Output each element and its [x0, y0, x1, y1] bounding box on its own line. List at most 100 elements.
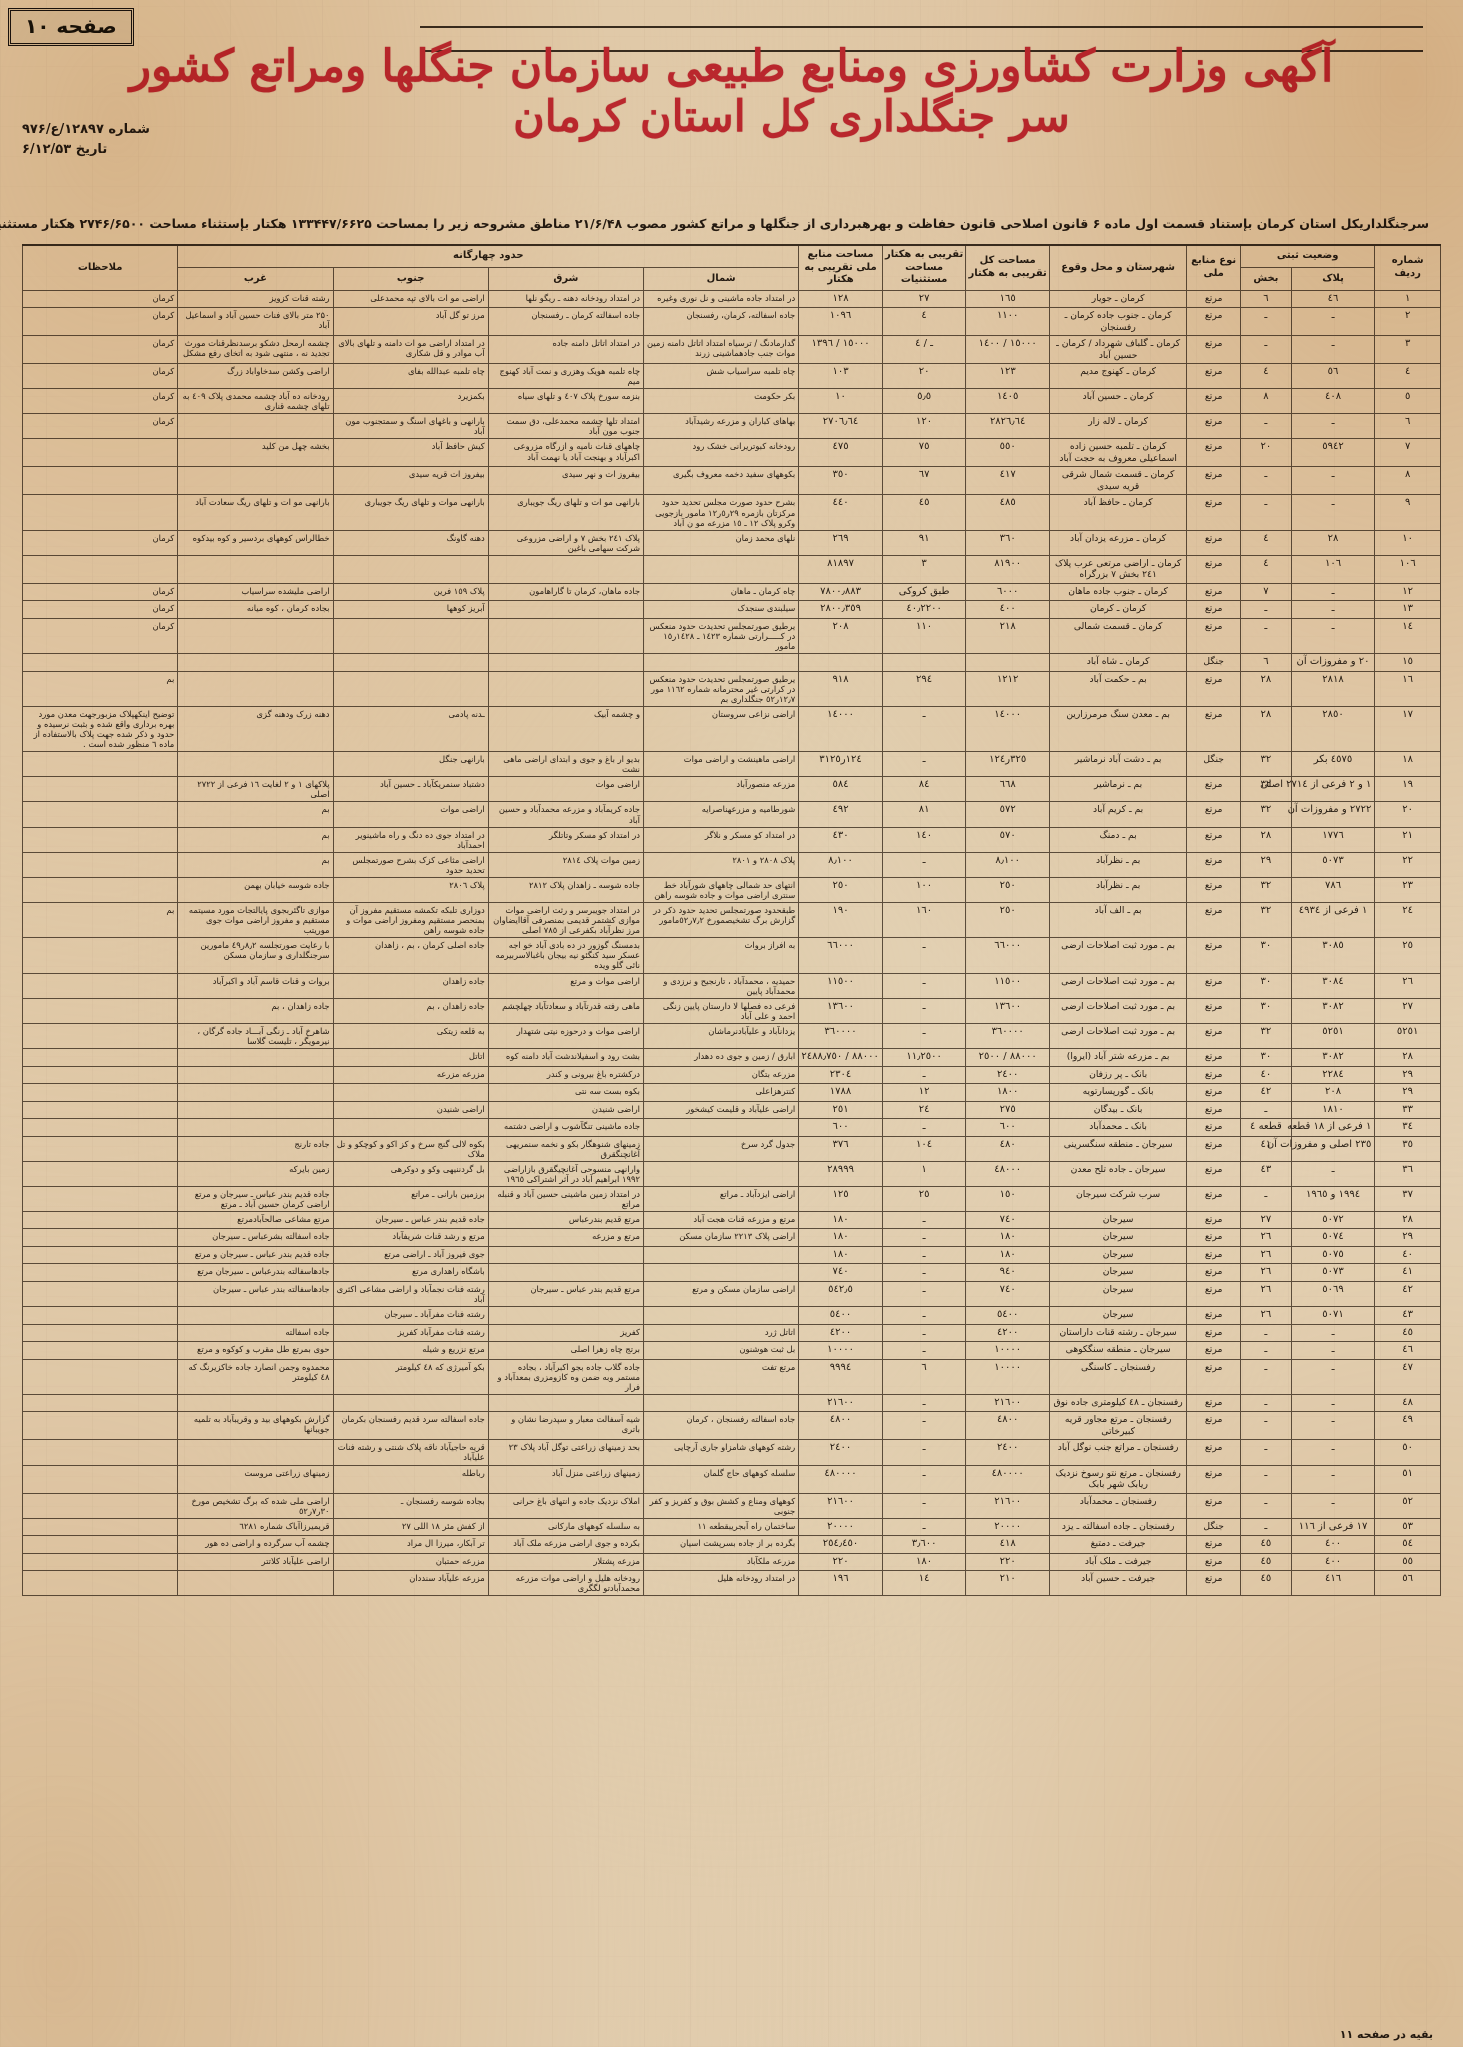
th-remarks: ملاحظات — [21, 244, 179, 291]
cell-exempt-area: ـ — [881, 1411, 967, 1441]
cell-north: حمیدیه ، محمدآباد ، تارنجیح و نرزدی و مح… — [642, 972, 800, 999]
cell-west: محمدوه وجمن انصارد جاده خاکزیرنگ که ٤٨ ک… — [177, 1358, 334, 1395]
cell-resource-type: مرتع — [1186, 1118, 1242, 1137]
cell-east: در امتداد رودخانه دهنه ـ ریگو نلها — [487, 289, 645, 308]
cell-remarks: کرمان — [21, 289, 179, 308]
cell-plaque: ٤٦ — [1290, 289, 1376, 308]
cell-plaque: ۲۰ و مفروزات آن — [1290, 653, 1376, 672]
cell-exempt-area: ـ — [881, 1323, 967, 1343]
cell-total-area: ٢١٠ — [965, 1570, 1050, 1597]
cell-resource-type: مرتع — [1186, 972, 1242, 999]
cell-plaque: ٥٠٦٩ — [1290, 1280, 1376, 1308]
cell-north: به افراز بروات — [642, 937, 800, 974]
cell-south: بارانهی موات و تلهای ریگ جویباری — [332, 494, 489, 531]
cell-remarks — [21, 1048, 179, 1067]
cell-district: ٤٥ — [1240, 1535, 1292, 1554]
cell-national-resource-area: ٢٤٠٠ — [798, 1439, 883, 1466]
cell-resource-type: مرتع — [1186, 997, 1242, 1024]
table-row: ٢٠ ٢٧٢٢ و مفروزات آن ٣٢ مرتع بم ـ کریم آباد ٥… — [21, 801, 1441, 828]
cell-resource-type: مرتع — [1186, 1065, 1242, 1085]
cell-west: جادهاسفالته بندرعباس ـ سیرجان مرتع — [177, 1263, 334, 1282]
cell-east: بحد زمینهای زراعتی توگل آباد پلاک ٢٣ — [487, 1439, 645, 1466]
cell-south: مزرعه حمتبان — [332, 1552, 489, 1572]
cell-resource-type: مرتع — [1186, 1245, 1242, 1265]
cell-north: در امتداد کو مسکر و نلاگر — [642, 826, 800, 853]
cell-radif: ١٧ — [1374, 705, 1441, 753]
cell-resource-type: مرتع — [1186, 529, 1242, 556]
cell-east: درکشتره باغ بیرونی و کندر — [487, 1065, 645, 1085]
table-row: ١٤ ـ ـ مرتع کرمان ـ قسمت شمالی ٢١٨ ١١٠ ٢٠٨ یرطیق… — [21, 617, 1441, 655]
cell-exempt-area: ـ — [881, 1393, 967, 1413]
cell-plaque: ٥٠٧٢ — [1290, 1210, 1376, 1230]
cell-county-location: کرمان ـ حسین آباد — [1048, 388, 1188, 415]
cell-remarks — [21, 851, 179, 878]
cell-radif: ۲ — [1374, 307, 1441, 336]
cell-remarks: کرمان — [21, 600, 179, 619]
cell-north: اراضی ماهینشت و اراضی موات — [642, 751, 800, 778]
cell-national-resource-area: ١٤٠٠٠ — [798, 705, 883, 753]
cell-north: یرطیق صورتمجلس تحدیدت حدود منعکس در کرار… — [642, 670, 800, 707]
cell-total-area: ٢٥٠ — [965, 876, 1050, 904]
cell-west: مرتع مشاعی صالحآبادمرتع — [177, 1210, 334, 1230]
cell-remarks — [21, 494, 179, 531]
cell-district: ٤ — [1240, 529, 1292, 556]
cell-remarks: بم — [21, 902, 179, 939]
cell-west — [177, 751, 334, 778]
cell-radif: ٤٥ — [1374, 1323, 1441, 1343]
cell-resource-type: مرتع — [1186, 1393, 1242, 1413]
cell-exempt-area: ـ / ٤ — [881, 335, 967, 364]
cell-plaque: ١٧ فرعی از ١١٦ — [1290, 1517, 1376, 1537]
cell-district: ٢٩ — [1240, 851, 1292, 878]
th-resource-type: نوع منابع ملی — [1186, 244, 1242, 291]
cell-resource-type: مرتع — [1186, 494, 1242, 531]
cell-west: زمینهای زراعتی مروست — [177, 1464, 334, 1494]
cell-national-resource-area: ٧٤٠ — [798, 1263, 883, 1282]
cell-county-location: سیرجان — [1048, 1245, 1188, 1265]
table-row: ۳ ـ ـ مرتع کرمان ـ گلباف شهرداد / کرمان ـ حس… — [21, 335, 1441, 364]
issue-meta: شماره ۱۲۸۹۷/ع/۹۷۶ تاریخ ۶/۱۲/۵۳ — [22, 120, 150, 160]
cell-national-resource-area: ١٢٥ — [798, 1185, 883, 1212]
cell-east: بکرده و جوی اراضی مزرعه ملک آباد — [487, 1535, 645, 1554]
cell-remarks — [21, 1492, 179, 1519]
cell-exempt-area: ـ — [881, 1065, 967, 1085]
cell-east: اراضی موات و مرتع — [487, 972, 645, 999]
cell-district: ٤٥ — [1240, 1552, 1292, 1572]
cell-exempt-area: ٢٩٤ — [881, 670, 967, 707]
cell-remarks — [21, 997, 179, 1024]
cell-east: بدمسنگ گوزور در ده بادی آباد خو اجه عسکر… — [487, 937, 645, 974]
cell-south: اراضی مو ات بالای تپه محمدعلی — [332, 289, 489, 308]
cell-district: ٣٢ — [1240, 1022, 1292, 1050]
cell-national-resource-area: ٤٨٠٠ — [798, 1411, 883, 1441]
cell-resource-type: مرتع — [1186, 1185, 1242, 1212]
cell-national-resource-area: ٢٥٠ — [798, 876, 883, 904]
cell-exempt-area: ٤٠٫٢٢٠٠ — [881, 600, 967, 619]
cell-remarks — [21, 1022, 179, 1050]
cell-remarks — [21, 1280, 179, 1308]
cell-district: ٤٢ — [1240, 1083, 1292, 1102]
cell-total-area: ١٤٠٥ — [965, 388, 1050, 415]
cell-national-resource-area: ٨١٨٩٧ — [798, 554, 883, 584]
cell-total-area: ٦٠٠ — [965, 1118, 1050, 1137]
cell-district: ـ — [1240, 617, 1292, 655]
cell-west: پلاکهای ١ و ٢ لغایت ١٦ فرعی از ٢٧٢٢ اصلی — [177, 776, 334, 803]
cell-remarks — [21, 826, 179, 853]
th-plaque: پلاک — [1290, 267, 1376, 291]
cell-south: رشته فنات مفرآباد ـ سیرجان — [332, 1306, 489, 1325]
cell-county-location: رفسنجان ـ مرتع مجاور قریه کبیرخاتی — [1048, 1411, 1188, 1441]
cell-east: بدیو ار باغ و جوی و ابتدای اراضی ماهی نش… — [487, 751, 645, 778]
cell-plaque: ٣٠٨٤ — [1290, 972, 1376, 999]
cell-resource-type: جنگل — [1186, 1517, 1242, 1537]
cell-county-location: بانک ـ بیدگان — [1048, 1100, 1188, 1120]
cell-north: گدارمادنگ / ترسیاه امتداد اتاتل دامنه زم… — [642, 335, 800, 364]
cell-district: ـ — [1240, 1439, 1292, 1466]
cell-east: مرتع قدیم بندر عباس ـ سیرجان — [487, 1280, 645, 1308]
cell-county-location: کرمان ـ قسمت شمالی — [1048, 617, 1188, 655]
cell-resource-type: مرتع — [1186, 937, 1242, 974]
cell-plaque: ١ فرعی از ١٨ قطعه — [1287, 1118, 1376, 1137]
cell-county-location: بم ـ مورد ثبت اصلاحات ارضی — [1048, 997, 1188, 1024]
table-row: ٥٤ ٤٠٠ ٤٥ مرتع جیرفت ـ دمتبغ ٤١٨ ٣٫٦٠٠ ٢٥٤٫٤٥٠ ب… — [21, 1535, 1441, 1554]
cell-west: گزارش بکوههای بید و وقریبآباد به تلمیه ج… — [177, 1411, 334, 1441]
cell-west — [177, 1065, 334, 1085]
cell-radif: ۸ — [1374, 466, 1441, 496]
cell-east: جاده ماهان، کرمان تا گاراهامون — [487, 582, 645, 602]
